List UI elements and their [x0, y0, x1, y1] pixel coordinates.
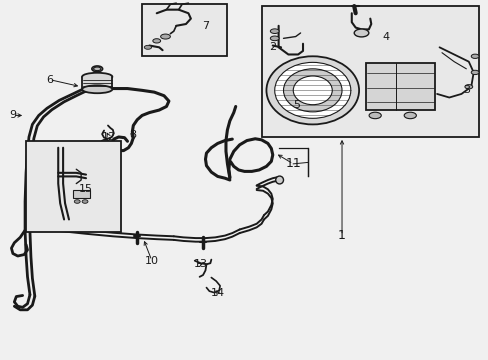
- Ellipse shape: [144, 45, 151, 49]
- Bar: [142, 4, 227, 56]
- Ellipse shape: [353, 29, 368, 37]
- Ellipse shape: [101, 140, 109, 145]
- Ellipse shape: [270, 29, 279, 33]
- Bar: [73, 190, 90, 198]
- Text: 6: 6: [46, 75, 53, 85]
- Text: 9: 9: [9, 111, 17, 121]
- Ellipse shape: [82, 85, 112, 93]
- Ellipse shape: [464, 85, 472, 89]
- Text: 14: 14: [210, 288, 224, 298]
- Text: 10: 10: [144, 256, 159, 266]
- Ellipse shape: [82, 73, 112, 81]
- Ellipse shape: [93, 67, 101, 71]
- Text: 1: 1: [337, 229, 345, 242]
- Text: 4: 4: [382, 32, 388, 41]
- Bar: [82, 77, 112, 89]
- Ellipse shape: [92, 66, 102, 72]
- Ellipse shape: [102, 141, 107, 144]
- Circle shape: [274, 62, 350, 118]
- Ellipse shape: [470, 54, 478, 58]
- Text: 7: 7: [202, 21, 209, 31]
- Ellipse shape: [153, 39, 160, 43]
- Circle shape: [266, 56, 358, 125]
- Bar: [366, 63, 434, 110]
- Text: 13: 13: [193, 259, 207, 269]
- Text: 15: 15: [79, 184, 93, 194]
- Text: 5: 5: [293, 100, 300, 110]
- Ellipse shape: [368, 112, 381, 119]
- Text: 11: 11: [285, 157, 301, 170]
- Ellipse shape: [404, 112, 415, 119]
- Bar: [26, 140, 121, 232]
- Text: 8: 8: [128, 130, 136, 140]
- Ellipse shape: [270, 36, 279, 41]
- Bar: [261, 6, 478, 137]
- Text: 12: 12: [102, 132, 116, 142]
- Ellipse shape: [160, 34, 170, 39]
- Ellipse shape: [470, 70, 478, 75]
- Text: 2: 2: [268, 42, 275, 52]
- Circle shape: [293, 76, 331, 105]
- Circle shape: [283, 69, 341, 112]
- Text: 3: 3: [462, 85, 469, 95]
- Ellipse shape: [74, 200, 80, 203]
- Ellipse shape: [275, 176, 283, 184]
- Ellipse shape: [82, 200, 88, 203]
